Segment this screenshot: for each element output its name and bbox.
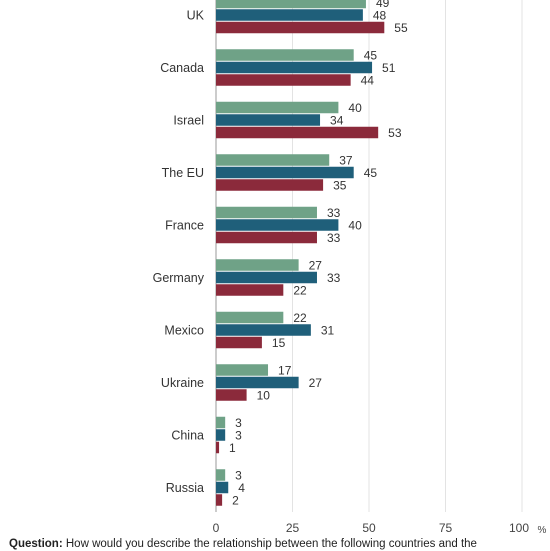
category-label: Russia — [166, 481, 204, 495]
x-tick-label: 75 — [439, 521, 453, 535]
bar-series-1 — [216, 49, 354, 61]
value-label: 53 — [388, 126, 402, 140]
bars — [216, 0, 385, 506]
value-label: 35 — [333, 178, 347, 192]
bar-series-3 — [216, 441, 220, 454]
value-label: 33 — [327, 271, 341, 285]
category-label: Canada — [160, 61, 204, 75]
x-tick-label: 100 — [509, 521, 529, 535]
value-label: 33 — [327, 206, 341, 220]
bar-series-2 — [216, 376, 299, 389]
value-label: 27 — [309, 258, 323, 272]
category-label: The EU — [162, 166, 204, 180]
bar-series-2 — [216, 219, 339, 231]
footnote: Question: How would you describe the rel… — [9, 537, 549, 551]
category-label: Ukraine — [161, 376, 204, 390]
bar-series-2 — [216, 481, 229, 494]
bar-series-3 — [216, 74, 351, 86]
value-label: 40 — [348, 218, 362, 232]
value-label: 37 — [339, 153, 353, 167]
x-tick-label: 50 — [362, 521, 376, 535]
x-tick-label: 0 — [213, 521, 220, 535]
category-label: China — [171, 429, 204, 443]
bar-series-3 — [216, 179, 324, 191]
bar-series-3 — [216, 284, 284, 296]
bar-series-3 — [216, 231, 317, 244]
value-label: 3 — [235, 428, 242, 442]
bar-series-2 — [216, 324, 311, 336]
category-label: Israel — [173, 114, 204, 128]
bar-series-1 — [216, 206, 317, 219]
value-label: 44 — [361, 73, 375, 87]
value-label: 3 — [235, 416, 242, 430]
value-label: 10 — [257, 388, 271, 402]
category-label: Mexico — [164, 324, 204, 338]
bar-series-2 — [216, 114, 321, 126]
bar-series-2 — [216, 9, 363, 21]
bar-series-3 — [216, 389, 247, 401]
value-label: 45 — [364, 48, 378, 62]
bar-series-1 — [216, 0, 366, 9]
x-tick-label: 25 — [286, 521, 300, 535]
category-label: Germany — [153, 271, 205, 285]
bar-series-3 — [216, 126, 379, 139]
value-label: 51 — [382, 61, 396, 75]
footnote-text: How would you describe the relationship … — [65, 538, 477, 550]
value-label: 4 — [238, 481, 245, 495]
bar-series-1 — [216, 416, 226, 429]
bar-series-1 — [216, 311, 284, 324]
value-label: 22 — [293, 311, 307, 325]
value-label: 34 — [330, 113, 344, 127]
category-label: France — [165, 219, 204, 233]
bar-series-1 — [216, 101, 339, 114]
value-label: 48 — [373, 8, 387, 22]
category-label: UK — [187, 9, 205, 23]
bar-series-1 — [216, 469, 226, 481]
footnote-lead: Question: — [9, 538, 63, 550]
value-label: 17 — [278, 363, 292, 377]
value-label: 49 — [376, 0, 390, 10]
value-label: 31 — [321, 323, 335, 337]
bar-series-1 — [216, 364, 269, 376]
value-label: 33 — [327, 231, 341, 245]
bar-series-2 — [216, 61, 373, 74]
value-label: 45 — [364, 166, 378, 180]
value-label: 1 — [229, 441, 236, 455]
value-label: 2 — [232, 493, 239, 507]
bar-series-3 — [216, 494, 223, 506]
bar-series-2 — [216, 166, 354, 179]
bar-series-2 — [216, 429, 226, 441]
value-label: 15 — [272, 336, 286, 350]
bar-series-3 — [216, 21, 385, 34]
bar-series-3 — [216, 336, 262, 349]
bar-series-2 — [216, 271, 317, 284]
bar-series-1 — [216, 154, 330, 166]
value-label: 22 — [293, 283, 307, 297]
bar-series-1 — [216, 259, 299, 271]
value-label: 3 — [235, 468, 242, 482]
value-label: 40 — [348, 101, 362, 115]
value-label: 55 — [394, 21, 408, 35]
x-unit-label: % — [538, 525, 547, 536]
value-label: 27 — [309, 376, 323, 390]
